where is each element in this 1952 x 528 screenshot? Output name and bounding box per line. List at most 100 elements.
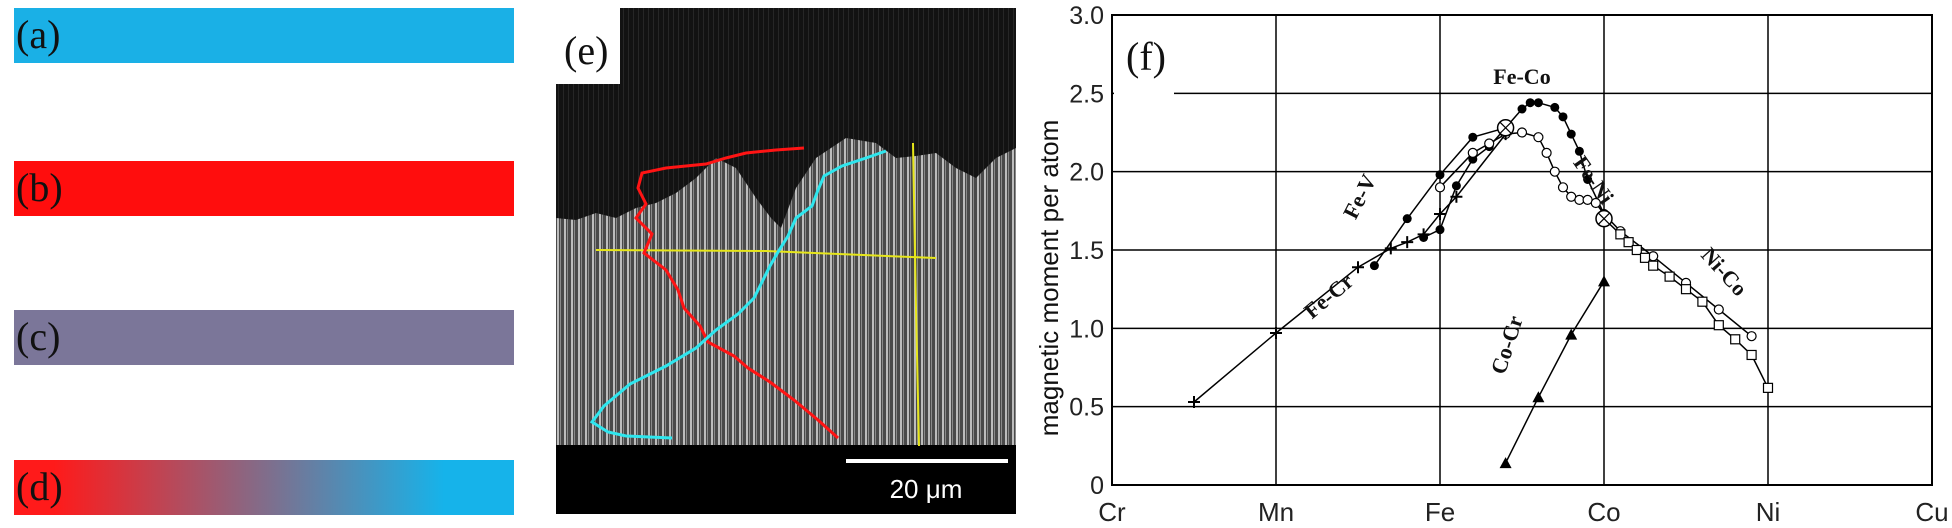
y-tick-label: 1.0 bbox=[1069, 315, 1104, 343]
nanowire-array bbox=[556, 138, 1016, 445]
data-point bbox=[1566, 129, 1576, 139]
panel-label-d: (d) bbox=[16, 464, 63, 509]
data-point bbox=[1401, 236, 1414, 249]
x-tick-label: Cr bbox=[1098, 497, 1126, 527]
data-point bbox=[1468, 132, 1478, 142]
data-point bbox=[1565, 328, 1578, 340]
panel-label-e: (e) bbox=[564, 28, 608, 73]
data-point bbox=[1188, 395, 1200, 408]
data-point bbox=[1516, 127, 1528, 138]
data-point bbox=[1664, 271, 1675, 282]
data-point bbox=[1648, 260, 1659, 271]
series-annotation: Fe-Co bbox=[1493, 64, 1550, 89]
data-point bbox=[1746, 331, 1757, 342]
series-annotation: Ni-Co bbox=[1696, 242, 1752, 301]
panel-label-b: (b) bbox=[16, 165, 63, 210]
substrate bbox=[556, 445, 1016, 514]
micrograph-canvas: (e) 20 μm bbox=[556, 8, 1016, 514]
y-tick-label: 3.0 bbox=[1069, 2, 1104, 30]
data-point bbox=[1713, 320, 1724, 331]
y-axis-label: magnetic moment per atom bbox=[1034, 120, 1064, 436]
data-point bbox=[1417, 228, 1430, 241]
series-line bbox=[1193, 133, 1507, 403]
data-point bbox=[1517, 104, 1527, 114]
data-point bbox=[1533, 132, 1544, 143]
y-tick-label: 0 bbox=[1090, 472, 1104, 500]
x-tick-label: Cu bbox=[1915, 497, 1948, 527]
panel-label-a: (a) bbox=[16, 12, 61, 57]
series-annotation: Fe-V bbox=[1338, 170, 1381, 223]
series-annotation: Co-Cr bbox=[1486, 312, 1528, 377]
y-tick-label: 1.5 bbox=[1069, 237, 1104, 265]
data-point bbox=[1434, 207, 1446, 220]
y-tick-label: 0.5 bbox=[1069, 394, 1104, 422]
panel-label-c: (c) bbox=[16, 314, 61, 359]
data-point bbox=[1435, 170, 1445, 180]
data-point bbox=[1615, 229, 1626, 240]
panel-label-box bbox=[556, 8, 620, 84]
data-point bbox=[1583, 175, 1593, 184]
series-line bbox=[1504, 280, 1605, 464]
data-point bbox=[1352, 261, 1364, 274]
data-point bbox=[1434, 182, 1446, 193]
color-bar-d-gradient: (d) bbox=[14, 460, 514, 515]
data-point bbox=[1730, 334, 1741, 345]
x-tick-label: Fe bbox=[1425, 497, 1455, 527]
data-point bbox=[1558, 112, 1568, 122]
scale-bar-label: 20 μm bbox=[890, 474, 963, 504]
yellow-horizontal-line bbox=[595, 249, 937, 259]
data-point bbox=[1532, 391, 1545, 403]
data-point bbox=[1369, 261, 1379, 271]
data-point bbox=[1541, 147, 1552, 158]
chart-ticks: Cr Mn Fe Co Ni Cu 0 0.5 1.0 1.5 2.0 2.5 3.0 bbox=[1069, 2, 1948, 527]
color-bar-c: (c) bbox=[14, 310, 514, 365]
x-tick-label: Mn bbox=[1258, 497, 1294, 527]
magnetic-moment-chart: Cr Mn Fe Co Ni Cu 0 0.5 1.0 1.5 2.0 2.5 3.0 Fe-Co Fe-… bbox=[1034, 2, 1949, 527]
data-point bbox=[1484, 138, 1495, 149]
data-point bbox=[1697, 296, 1708, 307]
junction-marker-cross bbox=[1499, 121, 1513, 135]
data-point bbox=[1631, 244, 1642, 256]
series-ni-co bbox=[1598, 213, 1774, 393]
data-point bbox=[1270, 327, 1282, 340]
series-annotation: Fe-Cr bbox=[1299, 268, 1358, 323]
data-point bbox=[1598, 275, 1610, 287]
chart-grid bbox=[1112, 15, 1932, 485]
x-tick-label: Ni bbox=[1756, 497, 1781, 527]
chart-frame bbox=[1111, 14, 1933, 486]
data-point bbox=[1402, 214, 1412, 224]
data-point bbox=[1550, 102, 1560, 112]
yellow-vertical-line bbox=[912, 142, 920, 447]
sem-micrograph: (e) 20 μm bbox=[556, 8, 1016, 514]
data-point bbox=[1557, 182, 1569, 193]
data-point bbox=[1680, 284, 1692, 295]
junction-marker-cross bbox=[1597, 212, 1611, 226]
color-bar-a: (a) bbox=[14, 8, 514, 63]
data-point bbox=[1713, 304, 1724, 315]
data-point bbox=[1435, 225, 1445, 235]
panel-label-f: (f) bbox=[1126, 34, 1166, 79]
data-point bbox=[1746, 349, 1757, 361]
data-point bbox=[1762, 382, 1774, 393]
x-tick-label: Co bbox=[1587, 497, 1620, 527]
data-point bbox=[1467, 147, 1478, 158]
plot-frame bbox=[1111, 14, 1933, 486]
data-point bbox=[1639, 252, 1651, 263]
data-point bbox=[1499, 457, 1512, 469]
red-profile-line bbox=[634, 146, 840, 440]
data-point bbox=[1384, 242, 1397, 255]
chart-panel-label-box bbox=[1114, 32, 1174, 102]
y-tick-label: 2.5 bbox=[1069, 80, 1104, 108]
series-fe-cr bbox=[1188, 128, 1512, 408]
data-point bbox=[1533, 98, 1543, 108]
data-point bbox=[1525, 98, 1535, 108]
data-point bbox=[1450, 190, 1463, 203]
series-co-cr bbox=[1499, 275, 1610, 469]
data-point bbox=[1574, 146, 1584, 156]
data-point bbox=[1590, 197, 1601, 209]
data-point bbox=[1549, 166, 1560, 177]
y-tick-label: 2.0 bbox=[1069, 159, 1104, 187]
color-bar-b: (b) bbox=[14, 161, 514, 216]
data-point bbox=[1451, 181, 1461, 191]
data-point bbox=[1623, 237, 1634, 248]
